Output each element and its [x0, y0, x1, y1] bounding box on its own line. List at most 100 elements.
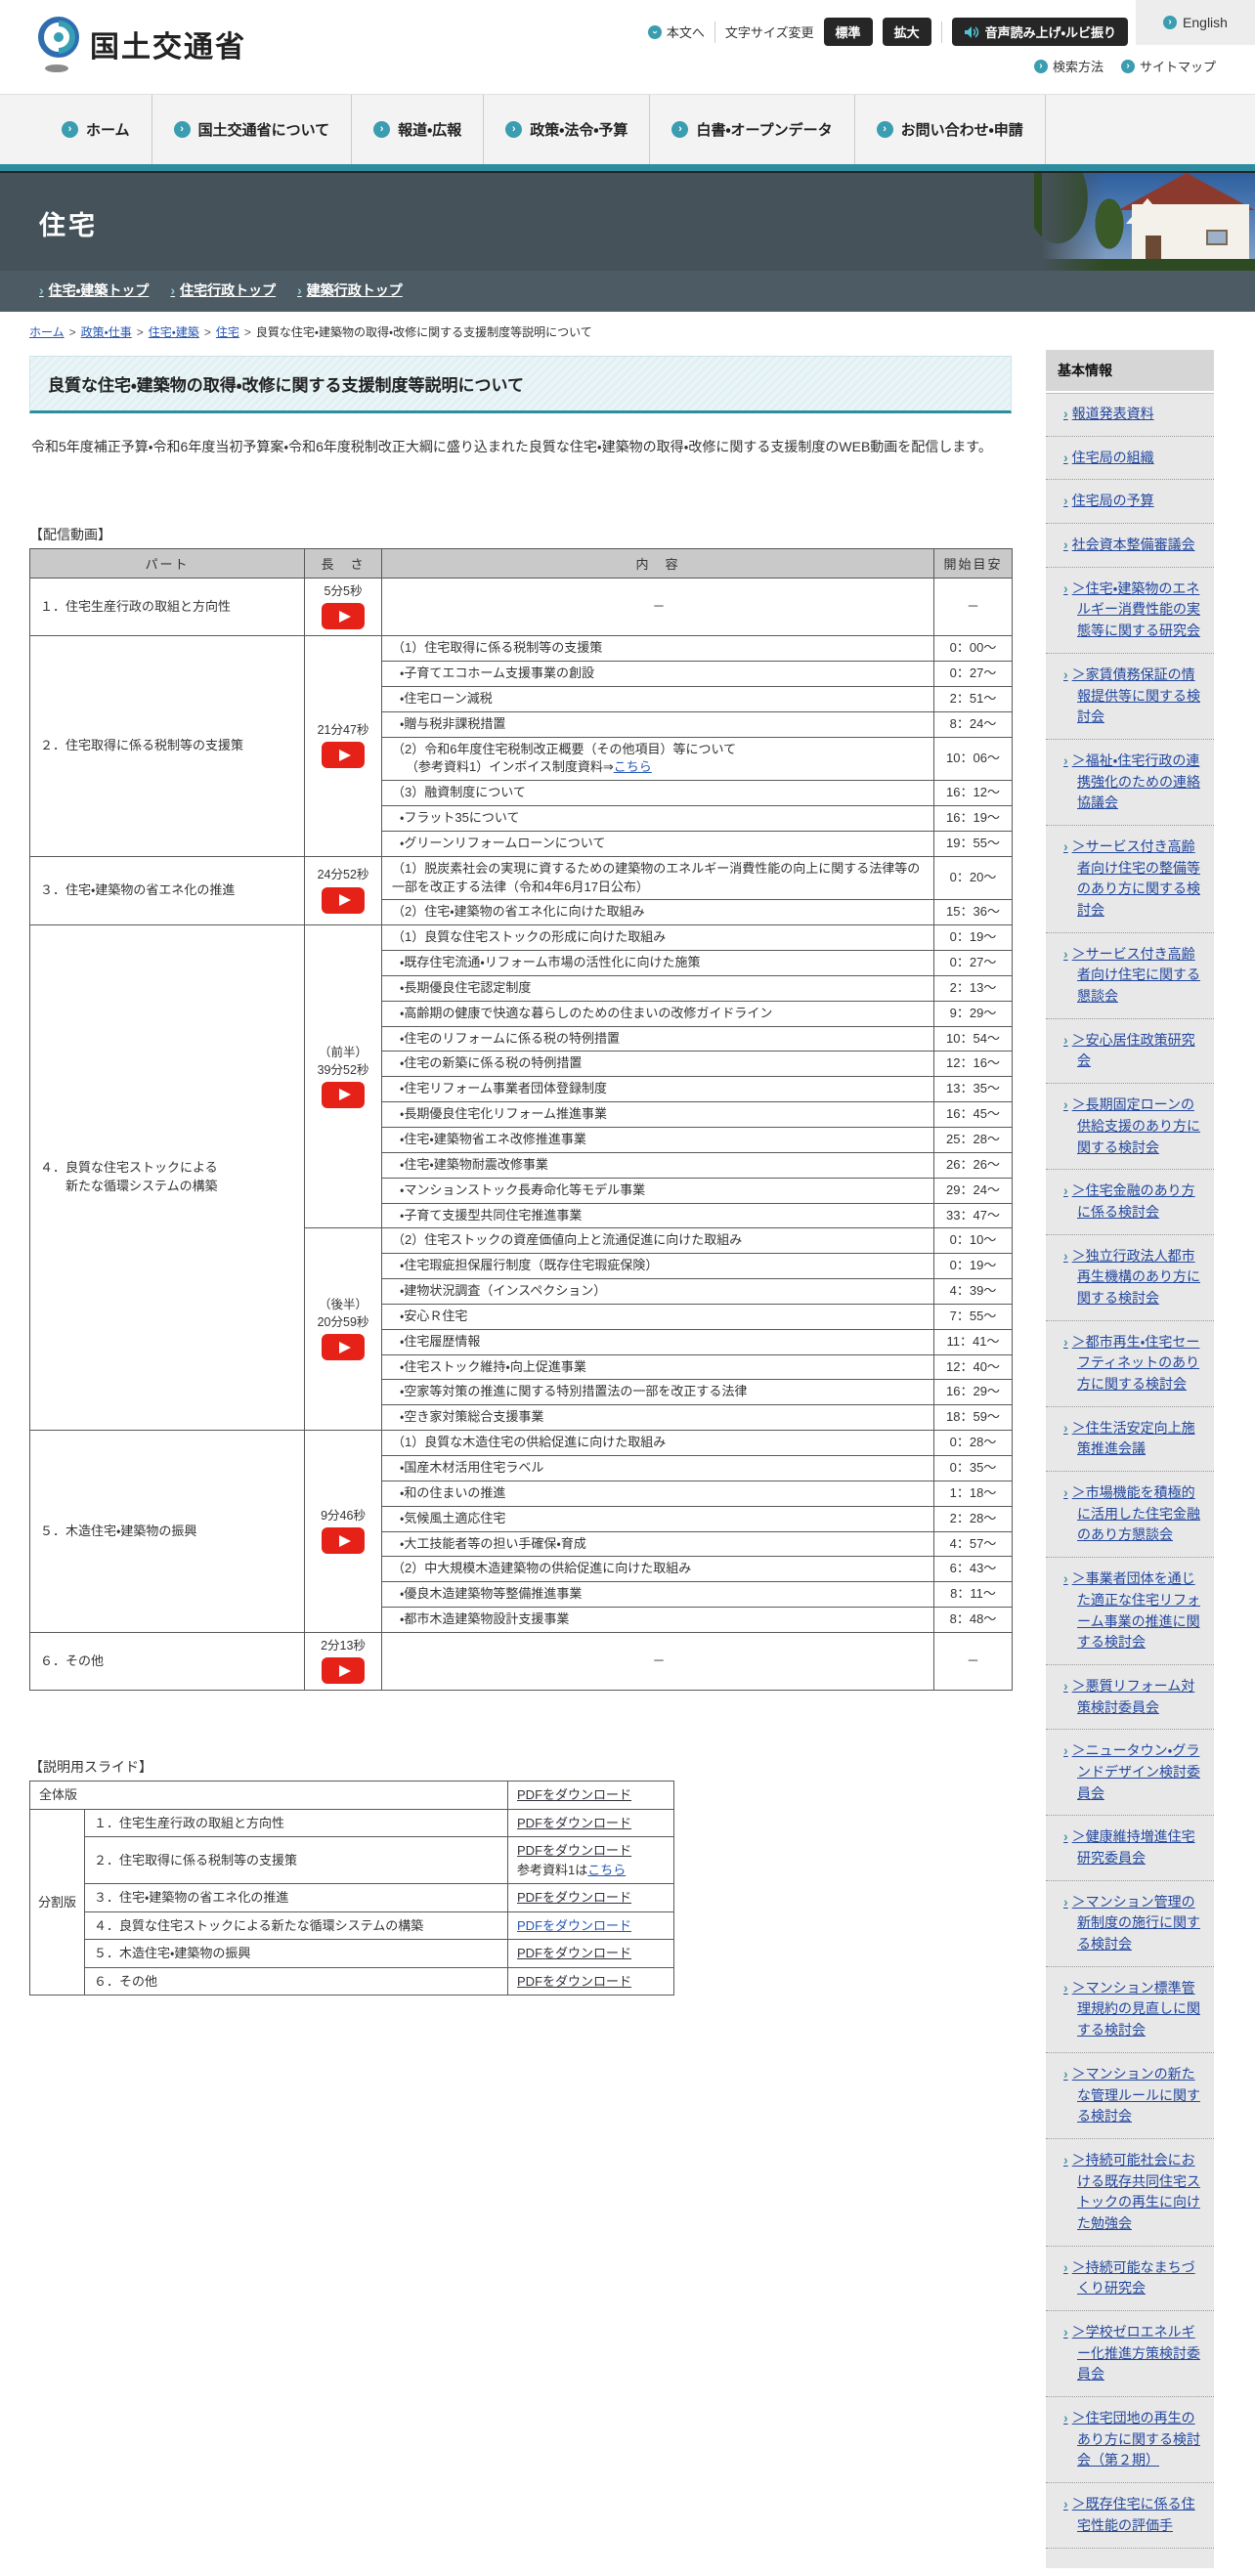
- sidebar-link[interactable]: › 住宅局の予算: [1046, 480, 1214, 523]
- table-row: ２．住宅取得に係る税制等の支援策 PDFをダウンロード 参考資料1はこちら: [30, 1836, 675, 1884]
- nav-item-1[interactable]: › ホーム: [39, 95, 152, 164]
- accent-strip: [0, 164, 1255, 171]
- sidebar-link[interactable]: › ＞持続可能社会における既存共同住宅ストックの再生に向けた勉強会: [1046, 2139, 1214, 2246]
- chevron-right-icon: ›: [1063, 2324, 1068, 2340]
- video-start-time: 2：13～: [933, 974, 1013, 1002]
- video-content-text: （1）住宅取得に係る税制等の支援策: [392, 640, 603, 656]
- table-row: ・住宅の新築に係る税の特例措置 12：16～: [30, 1051, 1013, 1078]
- play-video-button[interactable]: [322, 1081, 365, 1108]
- slides-full-version-label: 全体版: [28, 1781, 509, 1810]
- chevron-right-icon: ›: [1063, 406, 1068, 421]
- play-video-button[interactable]: [322, 1527, 365, 1555]
- sitemap-link[interactable]: › サイトマップ: [1120, 57, 1216, 75]
- sidebar-link[interactable]: › ＞長期固定ローンの供給支援のあり方に関する検討会: [1046, 1084, 1214, 1169]
- video-section-label: 【配信動画】: [29, 527, 111, 542]
- search-method-link[interactable]: › 検索方法: [1033, 57, 1104, 75]
- mlit-logo-block[interactable]: 国土交通省: [37, 14, 246, 74]
- audio-readout-button[interactable]: 音声読み上げ・ルビ振り: [951, 18, 1128, 46]
- table-row: ・長期優良住宅認定制度 2：13～: [30, 974, 1013, 1002]
- sidebar-link[interactable]: › ＞住宅団地の再生のあり方に関する検討会（第２期）: [1046, 2397, 1214, 2482]
- pdf-download-link[interactable]: PDFをダウンロード: [517, 1973, 632, 1989]
- sidebar-link[interactable]: › ＞福祉・住宅行政の連携強化のための連絡協議会: [1046, 740, 1214, 825]
- sidebar-link[interactable]: › ＞学校ゼロエネルギー化推進方策検討委員会: [1046, 2311, 1214, 2396]
- chevron-right-icon: ›: [1063, 1182, 1068, 1199]
- play-video-button[interactable]: [322, 742, 365, 769]
- nav-item-2[interactable]: › 国土交通省について: [152, 95, 353, 164]
- sidebar-item-23: › ＞マンションの新たな管理ルールに関する検討会: [1046, 2053, 1214, 2139]
- table-row: （2）中大規模木造建築物の供給促進に向けた取組み 6：43～: [30, 1556, 1013, 1583]
- sidebar-basic-info: 基本情報 › 報道発表資料 › 住宅局の組織 › 住宅局の予算 › 社会資本整備審議会 › ＞住宅…: [1046, 350, 1214, 2568]
- intro-text: 令和5年度補正予算・令和6年度当初予算案・令和6年度税制改正大綱に盛り込まれた良…: [31, 439, 992, 454]
- sidebar-link[interactable]: › ＞マンション標準管理規約の見直しに関する検討会: [1046, 1967, 1214, 2052]
- sidebar-link[interactable]: › ＞住宅金融のあり方に係る検討会: [1046, 1170, 1214, 1233]
- video-start-time: 8：48～: [933, 1607, 1013, 1633]
- video-content-text: ・長期優良住宅認定制度: [400, 979, 532, 995]
- sidebar-link[interactable]: › 住宅局の組織: [1046, 437, 1214, 480]
- main-row: 良質な住宅・建築物の取得・改修に関する支援制度等説明について 令和5年度補正予算…: [0, 350, 1255, 2568]
- sidebar-link[interactable]: › ＞健康維持増進住宅研究委員会: [1046, 1816, 1214, 1879]
- pdf-download-link[interactable]: PDFをダウンロード: [517, 1946, 632, 1960]
- banner-sub-link-1[interactable]: › 住宅・建築トップ: [39, 280, 149, 300]
- chevron-right-icon: ›: [170, 282, 176, 298]
- video-content-cell: ・高齢期の健康で快適な暮らしのための住まいの改修ガイドライン: [381, 1000, 934, 1027]
- video-content-cell: ・気候風土適応住宅: [381, 1505, 934, 1532]
- nav-item-5[interactable]: › 白書・オープンデータ: [650, 95, 855, 164]
- pdf-download-link[interactable]: PDFをダウンロード: [517, 1815, 632, 1830]
- breadcrumb-link[interactable]: 住宅: [215, 325, 239, 339]
- sidebar-link[interactable]: › ＞家賃債務保証の情報提供等に関する検討会: [1046, 654, 1214, 739]
- video-content-cell: ・和の住まいの推進: [381, 1480, 934, 1507]
- kochira-link[interactable]: こちら: [587, 1862, 627, 1877]
- sidebar-link[interactable]: › ＞独立行政法人都市再生機構のあり方に関する検討会: [1046, 1235, 1214, 1320]
- sidebar-link[interactable]: › 社会資本整備審議会: [1046, 524, 1214, 567]
- english-link[interactable]: › English: [1136, 0, 1255, 45]
- sidebar-link[interactable]: › ＞持続可能なまちづくり研究会: [1046, 2247, 1214, 2310]
- sidebar-link[interactable]: › ＞マンション管理の新制度の施行に関する検討会: [1046, 1881, 1214, 1966]
- play-video-button[interactable]: [322, 603, 365, 630]
- nav-item-3[interactable]: › 報道・広報: [352, 95, 485, 164]
- sidebar-link[interactable]: › ＞都市再生・住宅セーフティネットのあり方に関する検討会: [1046, 1321, 1214, 1406]
- play-video-button[interactable]: [322, 1657, 365, 1684]
- speaker-icon: [964, 25, 978, 38]
- pdf-download-link[interactable]: PDFをダウンロード: [517, 1917, 632, 1933]
- font-size-large-button[interactable]: 拡大: [882, 18, 931, 46]
- sidebar-link[interactable]: › ＞事業者団体を通じた適正な住宅リフォーム事業の推進に関する検討会: [1046, 1558, 1214, 1664]
- banner-sub-link-2[interactable]: › 住宅行政トップ: [170, 280, 276, 300]
- sidebar-link[interactable]: › ＞悪質リフォーム対策検討委員会: [1046, 1665, 1214, 1729]
- sidebar-link[interactable]: › ＞サービス付き高齢者向け住宅の整備等のあり方に関する検討会: [1046, 826, 1214, 932]
- nav-item-6[interactable]: › お問い合わせ・申請: [855, 95, 1046, 164]
- breadcrumb-link[interactable]: 住宅・建築: [148, 325, 199, 339]
- pdf-download-link[interactable]: PDFをダウンロード: [517, 1890, 632, 1905]
- breadcrumb-link[interactable]: ホーム: [29, 325, 65, 339]
- breadcrumb-separator: >: [68, 325, 76, 339]
- play-video-button[interactable]: [322, 886, 365, 914]
- play-video-button[interactable]: [322, 1334, 365, 1361]
- video-table-column-header: パート: [29, 548, 305, 579]
- sidebar-link[interactable]: › ＞既存住宅に係る住宅性能の評価手: [1046, 2483, 1214, 2547]
- sidebar-link[interactable]: › ＞ニュータウン・グランドデザイン検討委員会: [1046, 1730, 1214, 1815]
- slides-split-version-label: 分割版: [29, 1808, 85, 1996]
- pdf-download-link[interactable]: PDFをダウンロード: [517, 1843, 632, 1858]
- breadcrumb: ホーム > 政策・仕事 > 住宅・建築 > 住宅 > 良質な住宅・建築物の取得・改修に関する支援…: [0, 312, 1255, 350]
- breadcrumb-link[interactable]: 政策・仕事: [80, 325, 132, 339]
- sidebar-link[interactable]: › ＞サービス付き高齢者向け住宅に関する懇談会: [1046, 933, 1214, 1018]
- skip-to-main-link[interactable]: › 本文へ: [647, 24, 705, 40]
- video-content-cell: ・住宅瑕疵担保履行制度（既存住宅瑕疵保険）: [381, 1253, 934, 1280]
- sidebar-link[interactable]: › ＞市場機能を積極的に活用した住宅金融のあり方懇談会: [1046, 1472, 1214, 1557]
- sidebar-link[interactable]: › ＞安心居住政策研究会: [1046, 1019, 1214, 1083]
- pdf-download-link[interactable]: PDFをダウンロード: [517, 1787, 632, 1802]
- utility-bar: › 本文へ 文字サイズ変更 標準 拡大 音声読み上げ・ルビ振り: [647, 18, 1128, 46]
- chevron-right-icon: ›: [1063, 1742, 1068, 1759]
- nav-item-4[interactable]: › 政策・法令・予算: [484, 95, 651, 164]
- sidebar-link[interactable]: › ＞住宅・建築物のエネルギー消費性能の実態等に関する研究会: [1046, 568, 1214, 653]
- font-size-standard-button[interactable]: 標準: [823, 18, 873, 46]
- video-part-name: ２．住宅取得に係る税制等の支援策: [29, 635, 305, 857]
- nav-item-label: ホーム: [86, 122, 130, 139]
- video-content-text: ・住宅ローン減税: [400, 690, 493, 706]
- sidebar-link[interactable]: › ＞住生活安定向上施策推進会議: [1046, 1407, 1214, 1471]
- video-content-cell: （2）住宅・建築物の省エネ化に向けた取組み: [381, 899, 934, 926]
- sidebar-link-label: ＞マンションの新たな管理ルールに関する検討会: [1071, 2065, 1200, 2125]
- kochira-link[interactable]: こちら: [613, 759, 652, 775]
- sidebar-link[interactable]: › 報道発表資料: [1046, 393, 1214, 436]
- banner-sub-link-3[interactable]: › 建築行政トップ: [297, 280, 403, 300]
- sidebar-link[interactable]: › ＞マンションの新たな管理ルールに関する検討会: [1046, 2053, 1214, 2138]
